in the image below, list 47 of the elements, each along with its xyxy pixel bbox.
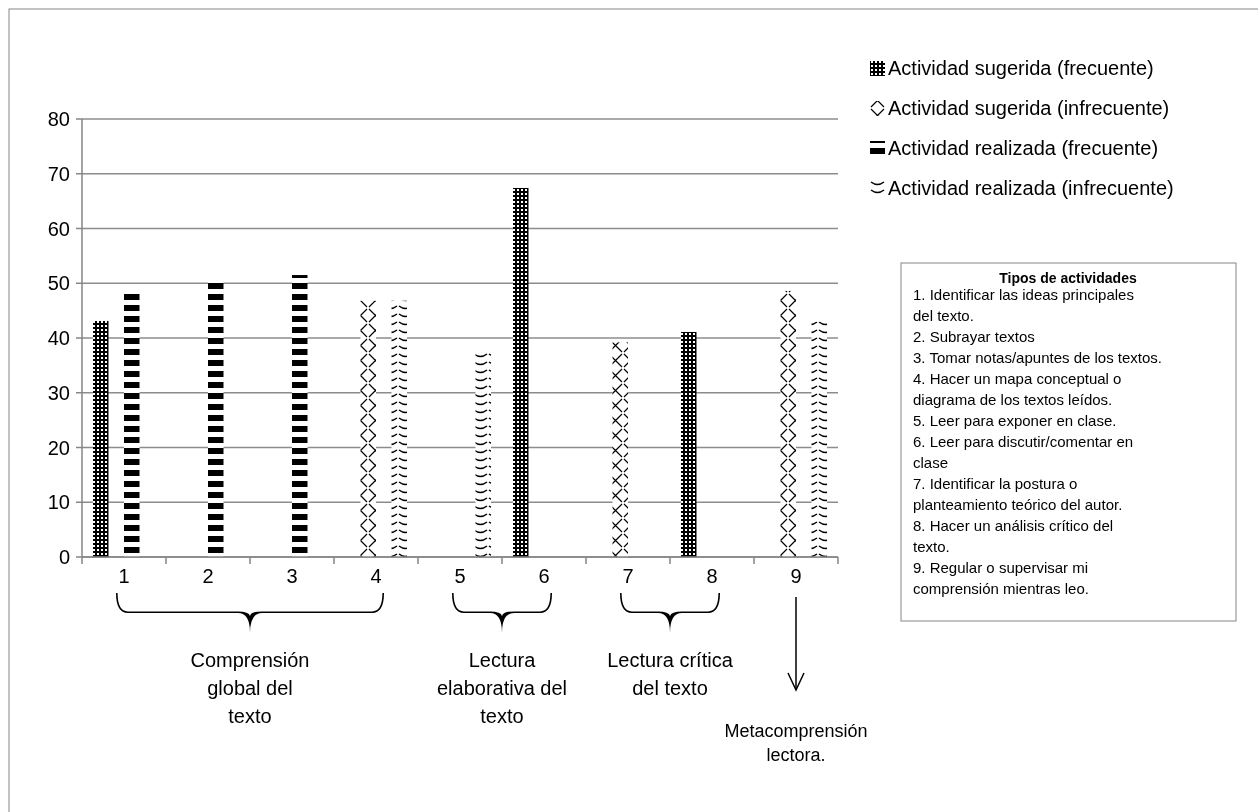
bar [391, 300, 407, 557]
x-tick-label: 6 [538, 565, 550, 587]
y-tick-label: 0 [58, 546, 70, 568]
bar [360, 300, 376, 557]
text: 8. Hacer un análisis crítico del texto. [913, 517, 1114, 555]
legend-label: Actividad sugerida (infrecuente) [888, 97, 1170, 119]
text: 2. Subrayar textos [913, 328, 1035, 345]
x-tick-label: 8 [706, 565, 718, 587]
y-tick-label: 60 [47, 217, 70, 240]
bar [93, 321, 109, 557]
text: 1. Identificar las ideas principales del texto. [913, 286, 1134, 324]
x-tick-label: 4 [370, 565, 382, 587]
bar [612, 342, 628, 557]
y-tick-label: 20 [47, 436, 70, 459]
legend-label: Actividad realizada (infrecuente) [888, 177, 1174, 199]
text: 7. Identificar la postura o planteamiento teórico del autor. [913, 475, 1123, 513]
text: Comprensión global del texto [190, 649, 310, 727]
y-tick-label: 10 [47, 491, 70, 514]
text: 6. Leer para discutir/comentar en clase [913, 433, 1134, 471]
bar [681, 331, 697, 557]
bar [208, 280, 224, 557]
y-tick-label: 50 [47, 272, 70, 295]
text: 4. Hacer un mapa conceptual o diagrama de los textos leídos. [913, 370, 1122, 408]
text: 9. Regular o supervisar mi comprensión mientras leo. [913, 559, 1089, 597]
text: 3. Tomar notas/apuntes de los textos. [913, 349, 1163, 366]
y-tick-label: 70 [47, 162, 70, 185]
y-tick-label: 40 [47, 327, 70, 349]
y-tick-label: 30 [47, 381, 70, 404]
text: Metacomprensión lectora. [724, 721, 868, 765]
bar [780, 290, 796, 557]
text: Lectura elaborativa del texto [436, 649, 568, 727]
bar [475, 352, 491, 557]
y-tick-label: 80 [47, 108, 70, 130]
bar [811, 321, 827, 557]
x-tick-label: 1 [118, 565, 130, 587]
legend-label: Actividad realizada (frecuente) [888, 137, 1159, 159]
text: Tipos de actividades [999, 270, 1137, 286]
legend-label: Actividad sugerida (frecuente) [888, 57, 1154, 79]
bar [292, 275, 308, 557]
bar [513, 187, 529, 557]
x-tick-label: 3 [286, 565, 298, 587]
text: 5. Leer para exponer en clase. [913, 412, 1117, 429]
text: Lectura crítica del texto [607, 649, 734, 699]
x-tick-label: 2 [202, 565, 214, 587]
x-tick-label: 5 [454, 565, 466, 587]
x-tick-label: 7 [622, 565, 634, 587]
x-tick-label: 9 [790, 565, 802, 587]
